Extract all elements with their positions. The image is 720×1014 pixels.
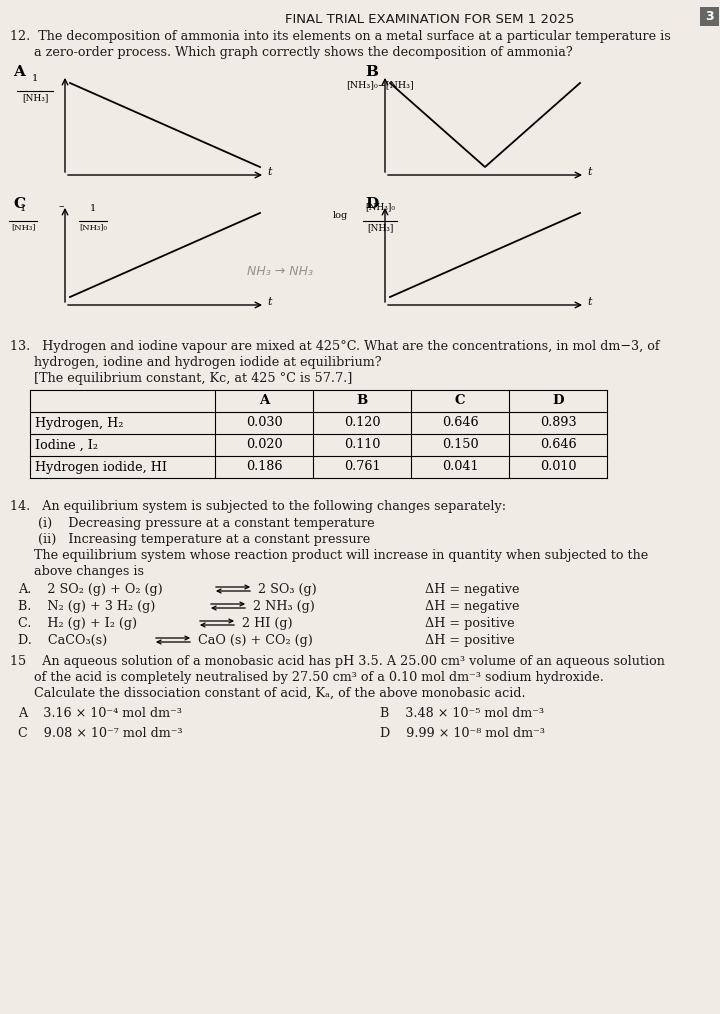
Text: ΔH = positive: ΔH = positive [425, 634, 515, 647]
Text: (i)    Decreasing pressure at a constant temperature: (i) Decreasing pressure at a constant te… [38, 517, 374, 530]
Text: C: C [455, 394, 465, 408]
Text: [NH₃]₀: [NH₃]₀ [79, 223, 107, 231]
Text: A: A [13, 65, 25, 79]
Text: ΔH = positive: ΔH = positive [425, 617, 515, 630]
Text: A: A [259, 394, 269, 408]
Text: hydrogen, iodine and hydrogen iodide at equilibrium?: hydrogen, iodine and hydrogen iodide at … [10, 356, 382, 369]
Text: [NH₃]: [NH₃] [22, 93, 48, 102]
Text: A.    2 SO₂ (g) + O₂ (g): A. 2 SO₂ (g) + O₂ (g) [18, 583, 163, 596]
Text: a zero-order process. Which graph correctly shows the decomposition of ammonia?: a zero-order process. Which graph correc… [10, 46, 572, 59]
Text: Iodine , I₂: Iodine , I₂ [35, 438, 98, 451]
Text: The equilibrium system whose reaction product will increase in quantity when sub: The equilibrium system whose reaction pr… [10, 549, 648, 562]
Text: ΔH = negative: ΔH = negative [425, 583, 520, 596]
Text: C    9.08 × 10⁻⁷ mol dm⁻³: C 9.08 × 10⁻⁷ mol dm⁻³ [18, 727, 183, 740]
Text: 0.893: 0.893 [540, 417, 576, 430]
Text: [NH₃]₀−[NH₃]: [NH₃]₀−[NH₃] [346, 80, 414, 89]
Text: 15    An aqueous solution of a monobasic acid has pH 3.5. A 25.00 cm³ volume of : 15 An aqueous solution of a monobasic ac… [10, 655, 665, 668]
Text: 0.120: 0.120 [343, 417, 380, 430]
Text: 0.646: 0.646 [441, 417, 478, 430]
Text: [NH₃]: [NH₃] [11, 223, 35, 231]
Text: [The equilibrium constant, Kc, at 425 °C is 57.7.]: [The equilibrium constant, Kc, at 425 °C… [10, 372, 352, 385]
Text: 0.010: 0.010 [540, 460, 576, 474]
Text: 0.150: 0.150 [441, 438, 478, 451]
Text: B: B [356, 394, 368, 408]
Text: 0.186: 0.186 [246, 460, 282, 474]
Text: of the acid is completely neutralised by 27.50 cm³ of a 0.10 mol dm⁻³ sodium hyd: of the acid is completely neutralised by… [10, 671, 604, 684]
Bar [700, 7, 719, 26]
Text: NH₃ → NH₃: NH₃ → NH₃ [247, 265, 313, 278]
Text: C.    H₂ (g) + I₂ (g): C. H₂ (g) + I₂ (g) [18, 617, 137, 630]
Text: 1: 1 [90, 204, 96, 213]
Text: [NH₃]: [NH₃] [366, 223, 393, 232]
Text: 13.   Hydrogen and iodine vapour are mixed at 425°C. What are the concentrations: 13. Hydrogen and iodine vapour are mixed… [10, 340, 660, 353]
Text: CaO (s) + CO₂ (g): CaO (s) + CO₂ (g) [198, 634, 313, 647]
Text: t: t [587, 167, 592, 177]
Text: B: B [365, 65, 378, 79]
Text: 12.  The decomposition of ammonia into its elements on a metal surface at a part: 12. The decomposition of ammonia into it… [10, 30, 671, 43]
Text: 1: 1 [20, 204, 26, 213]
Text: D    9.99 × 10⁻⁸ mol dm⁻³: D 9.99 × 10⁻⁸ mol dm⁻³ [380, 727, 545, 740]
Text: t: t [267, 297, 271, 307]
Text: above changes is: above changes is [10, 565, 144, 578]
Text: 0.020: 0.020 [246, 438, 282, 451]
Text: 0.030: 0.030 [246, 417, 282, 430]
Text: 0.041: 0.041 [442, 460, 478, 474]
Text: B.    N₂ (g) + 3 H₂ (g): B. N₂ (g) + 3 H₂ (g) [18, 600, 156, 613]
Text: 3: 3 [705, 10, 714, 23]
Text: log: log [333, 211, 348, 220]
Text: 0.761: 0.761 [343, 460, 380, 474]
Text: 1: 1 [32, 74, 38, 83]
Text: D: D [552, 394, 564, 408]
Text: (ii)   Increasing temperature at a constant pressure: (ii) Increasing temperature at a constan… [38, 533, 370, 546]
Text: C: C [13, 197, 25, 211]
Text: A    3.16 × 10⁻⁴ mol dm⁻³: A 3.16 × 10⁻⁴ mol dm⁻³ [18, 707, 182, 720]
Text: 2 NH₃ (g): 2 NH₃ (g) [253, 600, 315, 613]
Text: ΔH = negative: ΔH = negative [425, 600, 520, 613]
Text: 2 HI (g): 2 HI (g) [242, 617, 292, 630]
Text: 14.   An equilibrium system is subjected to the following changes separately:: 14. An equilibrium system is subjected t… [10, 500, 506, 513]
Text: FINAL TRIAL EXAMINATION FOR SEM 1 2025: FINAL TRIAL EXAMINATION FOR SEM 1 2025 [285, 13, 575, 26]
Text: Calculate the dissociation constant of acid, Kₐ, of the above monobasic acid.: Calculate the dissociation constant of a… [10, 687, 526, 700]
Text: B    3.48 × 10⁻⁵ mol dm⁻³: B 3.48 × 10⁻⁵ mol dm⁻³ [380, 707, 544, 720]
Text: t: t [587, 297, 592, 307]
Text: Hydrogen, H₂: Hydrogen, H₂ [35, 417, 123, 430]
Text: Hydrogen iodide, HI: Hydrogen iodide, HI [35, 460, 167, 474]
Text: 0.110: 0.110 [344, 438, 380, 451]
Text: t: t [267, 167, 271, 177]
Text: D.    CaCO₃(s): D. CaCO₃(s) [18, 634, 107, 647]
Text: D: D [365, 197, 378, 211]
Text: [NH₃]₀: [NH₃]₀ [365, 202, 395, 211]
Text: –: – [58, 201, 64, 211]
Text: 0.646: 0.646 [540, 438, 576, 451]
Text: 2 SO₃ (g): 2 SO₃ (g) [258, 583, 317, 596]
